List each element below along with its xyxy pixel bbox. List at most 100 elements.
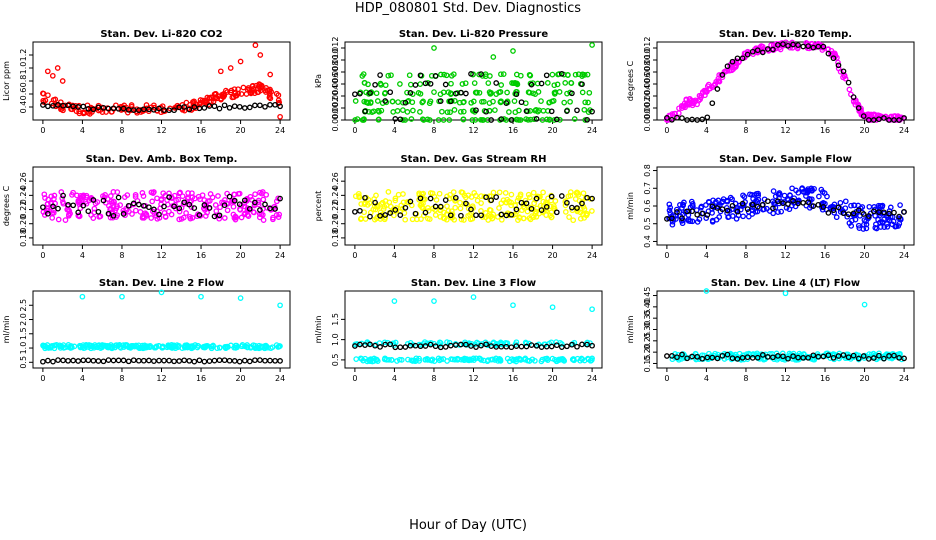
- data-point-black: [855, 355, 862, 362]
- data-point: [353, 356, 360, 362]
- y-tick-label: 0.5: [643, 217, 652, 230]
- x-tick-label: 8: [743, 251, 748, 260]
- x-tick-label: 0: [664, 374, 669, 383]
- data-point-black: [402, 344, 409, 350]
- data-point: [872, 212, 879, 219]
- data-point-black: [442, 81, 449, 88]
- data-point-black: [785, 201, 791, 207]
- data-point-black: [468, 71, 474, 77]
- data-point: [443, 216, 450, 223]
- data-point: [525, 89, 532, 96]
- data-point: [121, 194, 128, 200]
- data-point-black: [442, 344, 449, 350]
- data-point: [584, 339, 591, 346]
- data-point: [564, 72, 571, 78]
- data-point: [498, 82, 505, 88]
- data-point-black: [181, 357, 188, 364]
- data-point: [354, 116, 361, 122]
- data-point: [400, 191, 406, 197]
- data-point: [439, 108, 445, 115]
- x-tick-label: 16: [820, 126, 830, 135]
- x-tick-label: 8: [743, 126, 748, 135]
- data-point: [673, 206, 680, 213]
- data-point-black: [70, 202, 77, 209]
- data-point: [709, 217, 716, 224]
- data-point-black: [427, 80, 434, 87]
- data-point: [675, 110, 682, 117]
- data-point-black: [120, 357, 127, 364]
- data-point-black: [689, 116, 695, 123]
- data-point-black: [870, 117, 877, 123]
- data-point-black: [543, 72, 550, 79]
- data-point: [214, 212, 221, 219]
- x-tick-label: 16: [820, 251, 830, 260]
- data-point: [183, 210, 189, 216]
- data-point-black: [352, 208, 358, 215]
- data-point-black: [719, 72, 726, 78]
- data-point-black: [574, 107, 580, 114]
- data-point: [516, 215, 523, 221]
- plot-frame: [32, 290, 291, 369]
- data-point-black: [65, 102, 71, 109]
- data-point-black: [357, 341, 363, 348]
- data-point: [460, 116, 467, 123]
- data-point: [388, 357, 395, 363]
- data-point-black: [196, 212, 203, 218]
- data-point-black: [402, 99, 409, 106]
- data-point-black: [226, 104, 233, 111]
- data-point: [231, 191, 237, 198]
- x-tick-label: 8: [119, 374, 124, 383]
- data-point-black: [377, 72, 383, 78]
- data-point: [732, 63, 739, 70]
- x-tick-label: 8: [431, 251, 436, 260]
- data-point-black: [377, 212, 383, 219]
- data-point: [465, 192, 472, 199]
- data-point-black: [528, 81, 535, 88]
- data-point-black: [840, 68, 847, 75]
- data-point: [383, 202, 390, 208]
- data-point: [203, 99, 210, 106]
- data-point-black: [785, 42, 791, 49]
- x-tick-label: 0: [352, 126, 357, 135]
- data-point-black: [744, 51, 751, 58]
- data-point: [486, 107, 493, 114]
- data-point-black: [493, 344, 500, 350]
- data-point: [189, 215, 196, 221]
- data-point-black: [100, 197, 107, 204]
- data-point-black: [830, 354, 837, 361]
- data-point: [221, 215, 228, 221]
- data-point-black: [226, 193, 233, 200]
- data-point-black: [840, 210, 847, 217]
- data-point-black: [886, 210, 892, 217]
- plot-frame: [656, 41, 915, 121]
- data-point-black: [100, 358, 107, 365]
- data-point-black: [473, 107, 479, 114]
- data-point: [781, 192, 788, 199]
- data-point-black: [422, 80, 429, 87]
- data-point-black: [252, 357, 258, 364]
- data-point-black: [201, 358, 208, 365]
- data-point: [431, 45, 437, 51]
- data-point-black: [558, 344, 565, 350]
- x-tick-label: 8: [431, 126, 436, 135]
- data-point: [524, 208, 531, 215]
- data-point-black: [810, 203, 817, 209]
- data-point: [468, 357, 475, 363]
- data-point-black: [90, 106, 97, 113]
- x-tick-label: 24: [587, 251, 597, 260]
- data-point: [531, 116, 538, 123]
- x-tick-label: 16: [196, 374, 206, 383]
- data-point-black: [759, 352, 766, 358]
- data-point-black: [161, 357, 167, 364]
- data-point-black: [231, 103, 238, 110]
- data-point: [382, 355, 388, 362]
- data-point-black: [589, 108, 595, 115]
- data-point-black: [669, 353, 675, 359]
- data-point: [151, 344, 158, 351]
- data-point: [698, 204, 704, 211]
- y-tick-label: 0.004: [331, 85, 340, 108]
- chart-panel-1: Stan. Dev. Li-820 CO2 0 4 8 12 16 20 24 0.40.60.…: [2, 29, 291, 135]
- data-point: [895, 223, 902, 229]
- data-point-black: [135, 201, 142, 208]
